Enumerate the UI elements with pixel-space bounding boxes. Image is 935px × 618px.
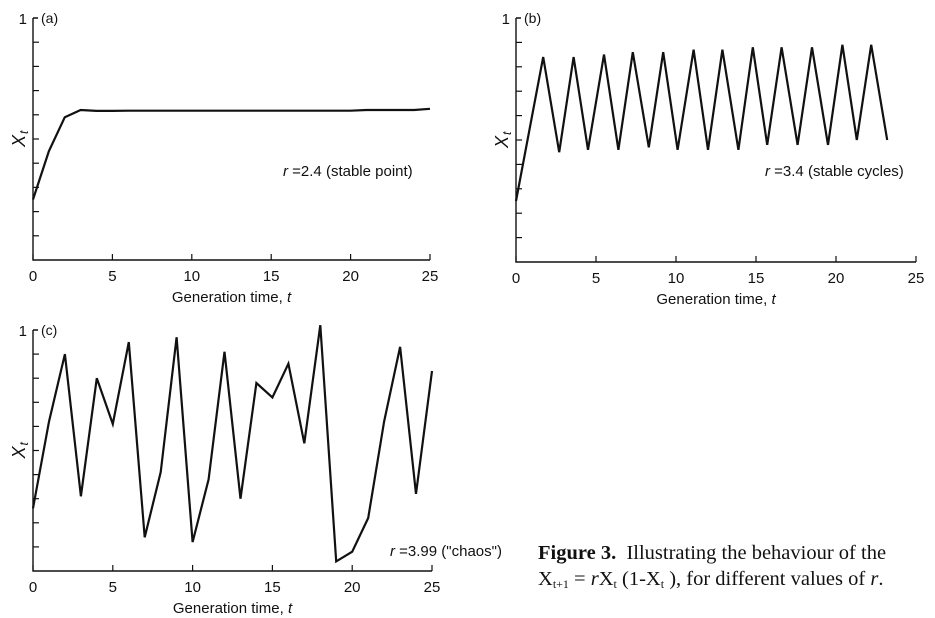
panel-label: (c): [41, 322, 57, 338]
x-tick-label: 10: [668, 270, 685, 287]
series-line: [514, 44, 889, 202]
y-tick-label: 1: [502, 11, 510, 28]
series-line: [31, 325, 434, 564]
x-axis-label: Generation time, t: [656, 291, 776, 308]
y-axis-label: Xt: [9, 130, 31, 148]
parameter-annotation: r =3.4 (stable cycles): [765, 163, 904, 180]
x-tick-label: 20: [344, 579, 361, 596]
parameter-annotation: r =3.99 ("chaos"): [390, 543, 502, 560]
x-tick-label: 25: [908, 270, 925, 287]
axes: [32, 17, 430, 261]
panel-c: 0 5 10 15 20 25 (c) 1 Xt Generation time, t r…: [9, 322, 502, 617]
caption-line-1: Figure 3. Illustrating the behaviour of …: [538, 540, 933, 566]
panel-a: 0 5 10 15 20 25 (a) 1 Xt Generation time, t r…: [9, 10, 438, 306]
x-tick-label: 5: [109, 579, 117, 596]
x-ticks: 0 5 10 15 20 25: [29, 254, 439, 285]
y-axis-label: Xt: [492, 131, 514, 149]
panel-label: (b): [524, 10, 541, 26]
x-tick-label: 0: [512, 270, 520, 287]
x-ticks: 0 5 10 15 20 25: [29, 565, 441, 596]
y-axis-label: Xt: [9, 441, 31, 459]
x-tick-label: 5: [108, 268, 116, 285]
x-tick-label: 15: [748, 270, 765, 287]
y-tick-label: 1: [19, 11, 27, 28]
x-tick-label: 20: [828, 270, 845, 287]
x-tick-label: 10: [184, 579, 201, 596]
caption-line-2: Xt+1 = rXt (1-Xt ), for different values…: [538, 568, 884, 591]
x-tick-label: 15: [264, 579, 281, 596]
parameter-annotation: r =2.4 (stable point): [283, 163, 413, 180]
x-axis-label: Generation time, t: [172, 289, 292, 306]
axes: [32, 329, 432, 572]
x-tick-label: 5: [592, 270, 600, 287]
y-ticks: [33, 353, 39, 548]
x-tick-label: 15: [263, 268, 280, 285]
figure-caption: Figure 3. Illustrating the behaviour of …: [538, 540, 933, 592]
x-axis-label: Generation time, t: [173, 600, 293, 617]
x-ticks: 0 5 10 15 20 25: [512, 256, 925, 287]
x-tick-label: 0: [29, 268, 37, 285]
caption-label: Figure 3.: [538, 542, 617, 564]
caption-text: Illustrating the behaviour of the: [626, 542, 887, 564]
x-tick-label: 25: [422, 268, 439, 285]
x-tick-label: 10: [183, 268, 200, 285]
y-tick-label: 1: [19, 323, 27, 340]
x-tick-label: 0: [29, 579, 37, 596]
panel-b: 0 5 10 15 20 25 (b) 1 Xt Generation time, t r…: [492, 10, 924, 308]
y-ticks: [33, 41, 39, 237]
series-line: [31, 107, 431, 200]
panel-label: (a): [41, 10, 58, 26]
x-tick-label: 20: [342, 268, 359, 285]
y-ticks: [516, 41, 522, 239]
x-tick-label: 25: [424, 579, 441, 596]
